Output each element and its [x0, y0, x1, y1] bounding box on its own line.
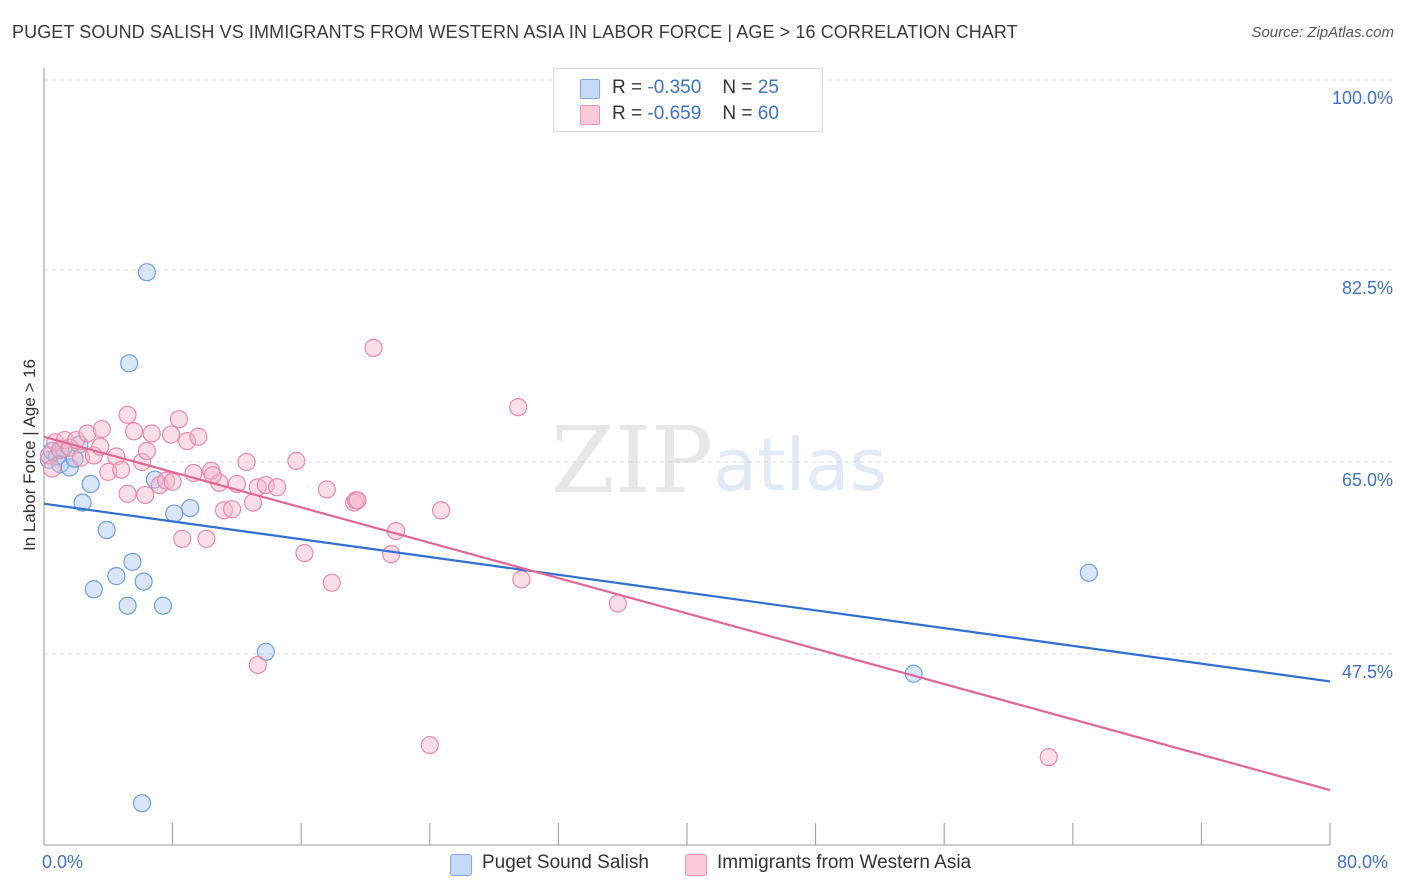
y-axis-label: In Labor Force | Age > 16	[20, 358, 39, 552]
y-tick-label: 100.0%	[1332, 88, 1393, 108]
legend-swatch-blue	[450, 854, 472, 876]
point-immigrants-western-asia	[173, 529, 192, 548]
point-immigrants-western-asia	[197, 529, 216, 548]
bottom-legend-label: Puget Sound Salish	[482, 852, 649, 873]
source-label: Source: ZipAtlas.com	[1251, 24, 1394, 41]
point-immigrants-western-asia	[112, 460, 131, 479]
point-puget-sound-salish	[81, 474, 100, 494]
point-puget-sound-salish	[132, 794, 152, 813]
point-immigrants-western-asia	[118, 484, 137, 503]
point-puget-sound-salish	[84, 580, 103, 599]
chart-title: PUGET SOUND SALISH VS IMMIGRANTS FROM WE…	[12, 22, 1018, 42]
legend-r-label: R =	[612, 77, 643, 98]
grid-lines	[44, 79, 1392, 655]
point-puget-sound-salish	[181, 498, 200, 518]
legend-n-value: 60	[757, 103, 779, 124]
point-immigrants-western-asia	[1039, 748, 1058, 767]
y-tick-labels: 47.5% 65.0% 82.5% 100.0%	[1332, 88, 1393, 682]
watermark: ZIP atlas	[551, 407, 887, 514]
point-puget-sound-salish	[73, 493, 92, 512]
point-immigrants-western-asia	[364, 338, 383, 357]
point-immigrants-western-asia	[382, 545, 401, 564]
legend-r-label: R =	[612, 103, 643, 124]
legend-box: R = -0.350 N = 25 R = -0.659 N = 60	[553, 68, 823, 132]
point-immigrants-western-asia	[295, 543, 314, 563]
point-immigrants-western-asia	[509, 398, 528, 417]
point-immigrants-western-asia	[137, 441, 156, 461]
point-puget-sound-salish	[256, 642, 275, 661]
point-immigrants-western-asia	[136, 485, 155, 505]
trend-lines	[43, 435, 1331, 792]
point-immigrants-western-asia	[267, 478, 287, 497]
point-immigrants-western-asia	[248, 655, 267, 675]
point-immigrants-western-asia	[317, 480, 337, 499]
point-puget-sound-salish	[118, 596, 137, 615]
legend-swatch-blue	[580, 79, 600, 99]
legend-n-value: 25	[757, 77, 779, 98]
point-puget-sound-salish	[134, 572, 153, 591]
point-immigrants-western-asia	[431, 501, 451, 520]
point-immigrants-western-asia	[42, 459, 62, 478]
point-puget-sound-salish	[153, 596, 173, 615]
point-immigrants-western-asia	[163, 472, 182, 491]
point-puget-sound-salish	[137, 263, 156, 282]
point-immigrants-western-asia	[237, 452, 256, 472]
point-puget-sound-salish	[97, 520, 116, 540]
point-immigrants-western-asia	[124, 422, 144, 441]
point-immigrants-western-asia	[287, 451, 306, 471]
x-tick-max: 80.0%	[1337, 852, 1389, 872]
y-tick-label: 82.5%	[1342, 278, 1393, 298]
axes	[43, 68, 1331, 846]
point-immigrants-western-asia	[420, 735, 439, 755]
point-immigrants-western-asia	[608, 594, 627, 613]
point-puget-sound-salish	[1079, 563, 1098, 582]
point-puget-sound-salish	[165, 504, 184, 523]
legend-swatch-pink	[685, 854, 707, 876]
point-immigrants-western-asia	[161, 425, 181, 444]
point-puget-sound-salish	[65, 449, 84, 468]
legend-r-value: -0.350	[647, 77, 702, 98]
point-immigrants-western-asia	[142, 424, 161, 443]
x-tick-min: 0.0%	[42, 852, 84, 872]
legend-n-label: N =	[722, 77, 753, 98]
point-puget-sound-salish	[120, 354, 139, 373]
watermark-zip: ZIP	[551, 407, 713, 514]
bottom-legend-label: Immigrants from Western Asia	[717, 852, 972, 873]
point-immigrants-western-asia	[118, 405, 137, 424]
y-tick-label: 47.5%	[1342, 662, 1393, 682]
legend-swatch-pink	[580, 105, 600, 125]
legend-n-label: N =	[722, 103, 753, 124]
point-immigrants-western-asia	[157, 471, 176, 490]
point-immigrants-western-asia	[222, 500, 242, 519]
point-immigrants-western-asia	[189, 427, 208, 446]
point-immigrants-western-asia	[322, 573, 341, 592]
point-puget-sound-salish	[123, 552, 142, 571]
trend-line-immigrants-western-asia	[43, 435, 1331, 792]
point-puget-sound-salish	[107, 567, 126, 586]
legend-r-value: -0.659	[647, 103, 702, 124]
point-immigrants-western-asia	[169, 410, 189, 429]
trend-line-puget-sound-salish	[43, 502, 1331, 683]
data-points	[39, 263, 1098, 813]
point-immigrants-western-asia	[348, 491, 367, 510]
y-tick-label: 65.0%	[1342, 470, 1393, 490]
watermark-atlas: atlas	[713, 423, 887, 507]
point-immigrants-western-asia	[512, 570, 531, 589]
point-immigrants-western-asia	[92, 419, 111, 439]
point-immigrants-western-asia	[78, 424, 97, 443]
point-immigrants-western-asia	[177, 432, 197, 451]
point-immigrants-western-asia	[256, 475, 275, 495]
